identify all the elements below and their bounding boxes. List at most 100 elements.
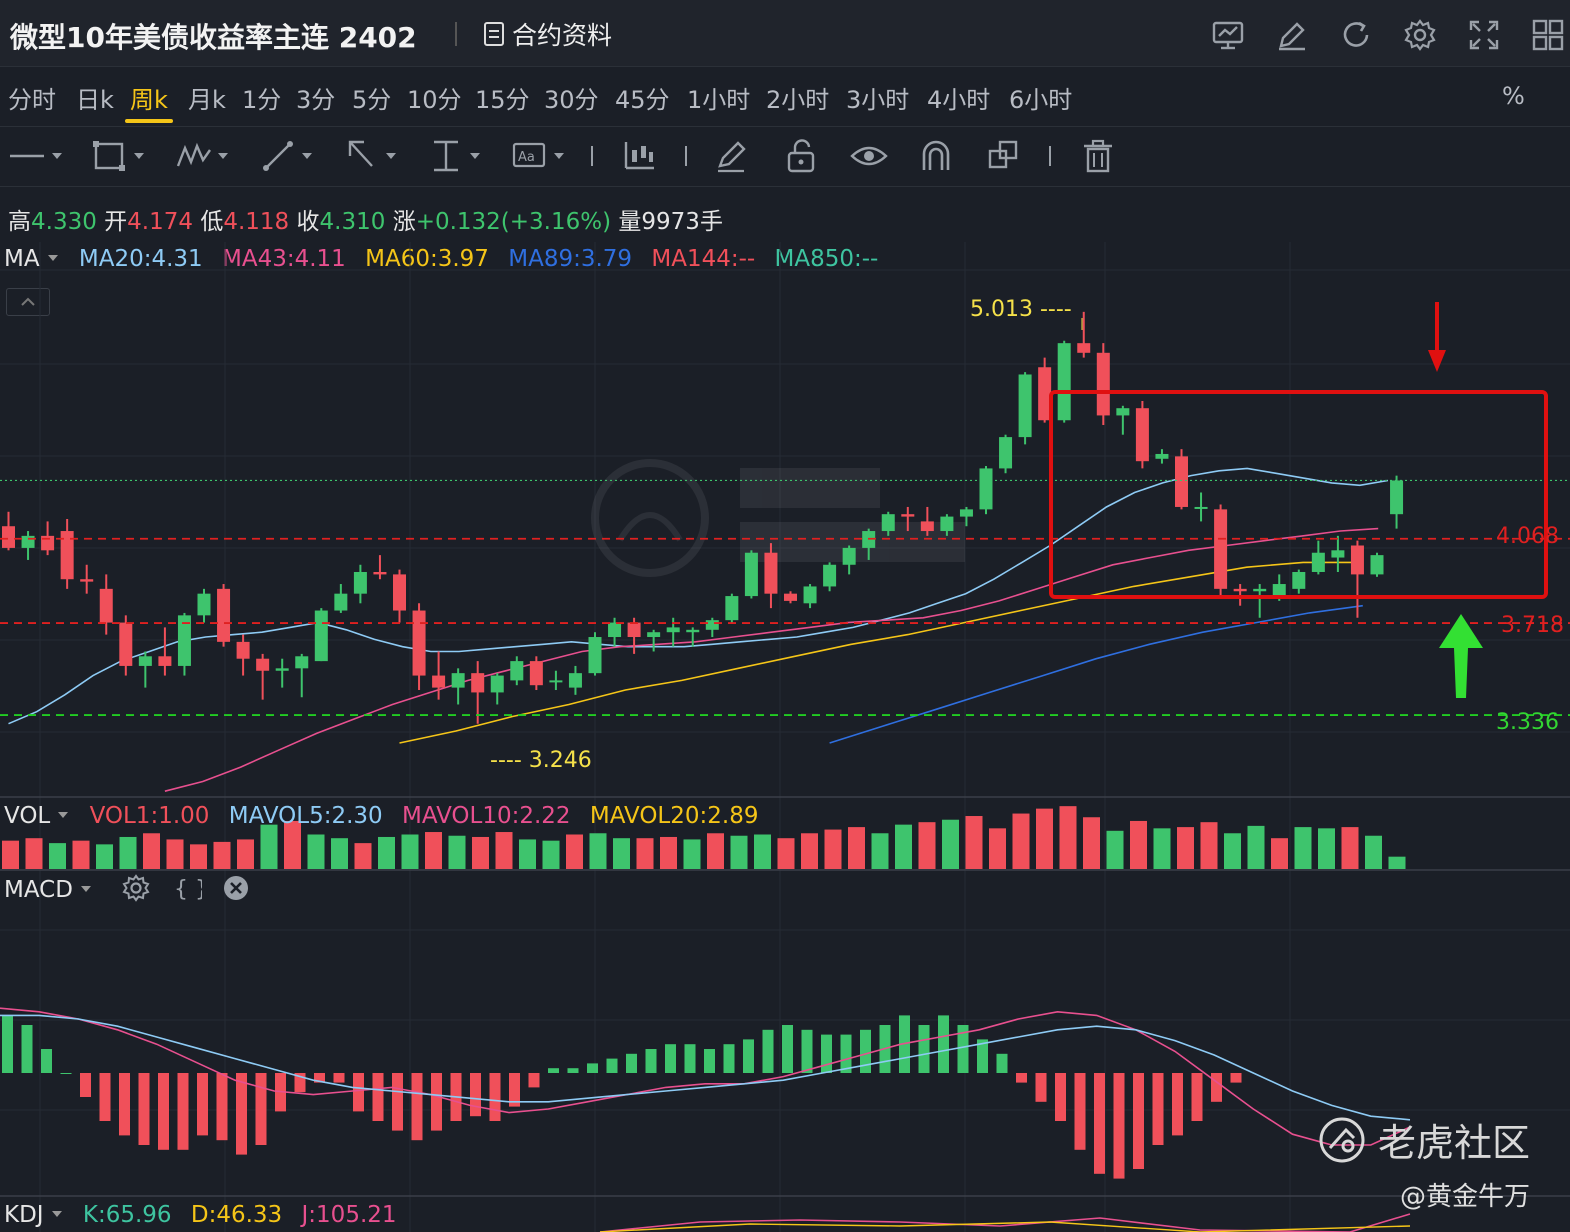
- macd-histogram-bar: [158, 1073, 169, 1150]
- wave-pattern-icon[interactable]: [176, 138, 232, 174]
- candle-body: [529, 661, 543, 686]
- refresh-icon[interactable]: [1339, 18, 1373, 52]
- period-tab[interactable]: 1分: [242, 86, 282, 114]
- ma-indicator-name[interactable]: MA: [4, 246, 40, 272]
- fullscreen-icon[interactable]: [1467, 18, 1501, 52]
- formula-braces-icon[interactable]: { }: [172, 874, 202, 902]
- candle-body: [432, 675, 446, 688]
- trend-line-icon[interactable]: [262, 138, 318, 174]
- macd-histogram-bar: [216, 1073, 228, 1141]
- ohlc-summary: 高4.330 开4.174 低4.118 收4.310 涨+0.132(+3.1…: [8, 202, 723, 236]
- candle-body: [999, 437, 1013, 469]
- period-tab[interactable]: 6小时: [1009, 86, 1073, 114]
- macd-histogram-bar: [1113, 1073, 1125, 1179]
- macd-histogram-bar: [41, 1049, 52, 1073]
- visibility-eye-icon[interactable]: [850, 138, 888, 174]
- chevron-down-icon[interactable]: [51, 1210, 62, 1217]
- macd-histogram-bar: [782, 1025, 793, 1073]
- vol-value: MAVOL5:2.30: [228, 803, 383, 829]
- candle-body: [725, 596, 739, 621]
- period-tab[interactable]: 2小时: [766, 86, 830, 114]
- author-credit: @黄金牛万: [1400, 1182, 1531, 1212]
- indicator-settings-icon[interactable]: [122, 874, 150, 902]
- volume-bar: [472, 836, 489, 869]
- macd-histogram-bar: [665, 1044, 676, 1073]
- trash-icon[interactable]: [1080, 138, 1116, 174]
- period-tab[interactable]: 30分: [544, 86, 599, 114]
- period-tab[interactable]: 分时: [8, 86, 56, 114]
- vol-legend: VOL VOL1:1.00 MAVOL5:2.30 MAVOL10:2.22 M…: [4, 803, 758, 829]
- vol-indicator-name[interactable]: VOL: [4, 803, 51, 829]
- candle-body: [1135, 408, 1149, 462]
- period-tab[interactable]: 3分: [296, 86, 336, 114]
- period-tab[interactable]: 3小时: [846, 86, 910, 114]
- period-tab[interactable]: 10分: [407, 86, 462, 114]
- chevron-down-icon[interactable]: [58, 811, 69, 818]
- volume-bar: [965, 816, 983, 869]
- candle-body: [353, 571, 367, 594]
- ma-value: MA144:--: [651, 246, 756, 272]
- contract-info-button[interactable]: 合约资料: [484, 16, 612, 52]
- candle-body: [1116, 408, 1130, 416]
- candle-body: [1077, 343, 1091, 353]
- period-tab[interactable]: 4小时: [927, 86, 991, 114]
- close-indicator-icon[interactable]: [223, 875, 249, 901]
- percent-toggle[interactable]: %: [1502, 82, 1525, 110]
- macd-histogram-bar: [957, 1025, 969, 1073]
- duplicate-icon[interactable]: [986, 138, 1022, 174]
- candle-body: [295, 656, 309, 669]
- macd-histogram-bar: [977, 1039, 988, 1073]
- settings-gear-icon[interactable]: [1403, 18, 1437, 52]
- kdj-indicator-name[interactable]: KDJ: [4, 1202, 44, 1228]
- chevron-down-icon[interactable]: [80, 885, 91, 892]
- macd-indicator-name[interactable]: MACD: [4, 877, 73, 903]
- candle-body: [1155, 453, 1169, 459]
- period-tab[interactable]: 5分: [352, 86, 392, 114]
- volume-bar: [49, 843, 66, 869]
- period-tab[interactable]: 45分: [615, 86, 670, 114]
- volume-bar: [777, 838, 795, 869]
- collapse-button[interactable]: [6, 288, 50, 316]
- candle-body: [21, 535, 35, 548]
- period-bar: [0, 66, 1570, 127]
- macd-histogram-bar: [1035, 1073, 1047, 1102]
- chevron-down-icon[interactable]: [47, 254, 58, 261]
- macd-histogram-bar: [567, 1068, 579, 1073]
- candle-body: [60, 531, 74, 580]
- candle-body: [256, 658, 270, 671]
- period-tab[interactable]: 月k: [188, 86, 226, 114]
- layout-grid-icon[interactable]: [1531, 18, 1565, 52]
- line-style-icon[interactable]: [8, 138, 64, 174]
- period-tab-active[interactable]: 周k: [130, 86, 168, 114]
- ma-value: MA20:4.31: [78, 246, 203, 272]
- vertical-line-icon[interactable]: [430, 138, 486, 174]
- ma-value: MA89:3.79: [508, 246, 633, 272]
- macd-histogram-bar: [255, 1073, 267, 1145]
- edit-pen-icon[interactable]: [1275, 18, 1309, 52]
- candle-body: [471, 673, 485, 693]
- candle-body: [412, 610, 426, 676]
- macd-histogram-bar: [1191, 1073, 1203, 1121]
- macd-histogram-bar: [1074, 1073, 1086, 1150]
- change-value: +0.132(+3.16%): [415, 209, 612, 235]
- macd-dea-line: [0, 1014, 1411, 1121]
- brush-pen-icon[interactable]: [714, 138, 750, 174]
- unlock-icon[interactable]: [784, 138, 820, 174]
- kdj-value: J:105.21: [301, 1202, 397, 1228]
- svg-text:{ }: { }: [174, 877, 202, 902]
- low-value: 4.118: [223, 209, 290, 235]
- candle-body: [705, 620, 719, 630]
- arrow-tool-icon[interactable]: [346, 138, 402, 174]
- period-tab[interactable]: 1小时: [687, 86, 751, 114]
- candle-indicator-icon[interactable]: [622, 138, 658, 174]
- period-tab[interactable]: 日k: [76, 86, 114, 114]
- chart-monitor-icon[interactable]: [1211, 18, 1245, 52]
- rectangle-tool-icon[interactable]: [92, 138, 148, 174]
- top-bar: [0, 0, 1570, 67]
- text-tool-icon[interactable]: Aa: [512, 138, 568, 174]
- magnet-icon[interactable]: [918, 138, 954, 174]
- level-label-3718: 3.718: [1501, 613, 1564, 638]
- macd-histogram-bar: [353, 1073, 364, 1112]
- period-tab[interactable]: 15分: [475, 86, 530, 114]
